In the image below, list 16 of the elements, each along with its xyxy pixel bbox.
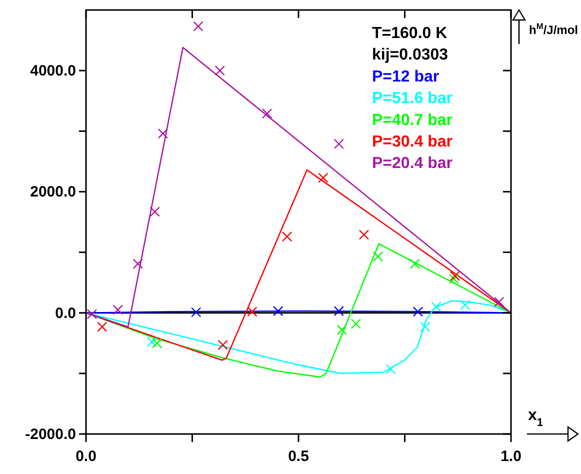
series-label: P=20.4 bar (372, 155, 452, 172)
y-tick-label: -2000.0 (25, 426, 76, 443)
x-tick-label: 0.5 (288, 448, 309, 465)
x-tick-label: 1.0 (500, 448, 522, 465)
y-axis-title: h$^{M}$/J/mol (528, 21, 578, 37)
text: P=51.6 bar (372, 90, 452, 108)
text: P=40.7 bar (372, 112, 452, 129)
y-tick-label: 0.0 (55, 304, 76, 322)
x-axis-title: x$_{1}$ (528, 407, 544, 429)
annotation: T=160.0 K (372, 25, 448, 42)
x-tick-label: 0.0 (76, 448, 96, 465)
text: P=12 bar (372, 68, 440, 86)
annotation: kij=0.0303 (372, 46, 448, 64)
y-tick-label: 2000.0 (30, 184, 76, 201)
text: P=30.4 bar (372, 134, 452, 150)
y-tick-label: 4000.0 (30, 62, 76, 80)
